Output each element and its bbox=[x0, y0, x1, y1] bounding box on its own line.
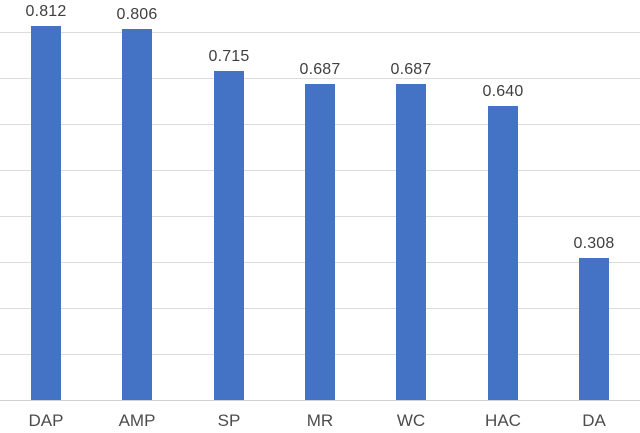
data-label-wc: 0.687 bbox=[390, 61, 432, 78]
category-label-wc: WC bbox=[396, 411, 426, 430]
gridline bbox=[0, 32, 640, 33]
data-label-amp: 0.806 bbox=[116, 6, 158, 23]
bar-amp bbox=[122, 29, 152, 400]
bar-sp bbox=[214, 71, 244, 400]
bar-wc bbox=[396, 84, 426, 400]
x-axis-line bbox=[0, 400, 640, 401]
bar-dap bbox=[31, 26, 61, 400]
data-label-da: 0.308 bbox=[573, 235, 615, 252]
category-label-da: DA bbox=[582, 411, 606, 430]
bar-da bbox=[579, 258, 609, 400]
category-label-dap: DAP bbox=[28, 411, 64, 430]
data-label-mr: 0.687 bbox=[299, 61, 341, 78]
data-label-hac: 0.640 bbox=[482, 83, 524, 100]
category-label-hac: HAC bbox=[485, 411, 521, 430]
gridline bbox=[0, 78, 640, 79]
category-label-amp: AMP bbox=[118, 411, 156, 430]
category-label-sp: SP bbox=[217, 411, 241, 430]
bar-hac bbox=[488, 106, 518, 400]
category-label-mr: MR bbox=[306, 411, 334, 430]
bar-mr bbox=[305, 84, 335, 400]
data-label-sp: 0.715 bbox=[208, 48, 250, 65]
data-label-dap: 0.812 bbox=[25, 3, 67, 20]
